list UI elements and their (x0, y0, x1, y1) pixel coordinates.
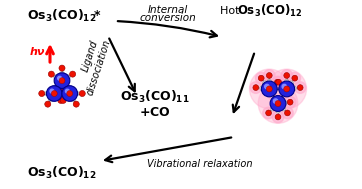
Circle shape (272, 111, 284, 123)
Circle shape (63, 87, 68, 92)
Circle shape (59, 78, 65, 84)
Circle shape (266, 110, 272, 116)
Circle shape (266, 86, 272, 92)
Circle shape (59, 71, 64, 77)
Text: $\mathbf{Os_3(CO)_{12}}$: $\mathbf{Os_3(CO)_{12}}$ (27, 165, 97, 181)
Circle shape (291, 86, 296, 91)
Text: $\mathbf{Os_3(CO)_{11}}$: $\mathbf{Os_3(CO)_{11}}$ (120, 89, 190, 105)
Circle shape (270, 96, 286, 112)
Circle shape (249, 69, 289, 109)
Circle shape (284, 96, 296, 108)
Circle shape (71, 97, 76, 102)
Text: $\mathbf{*}$: $\mathbf{*}$ (93, 8, 101, 20)
Circle shape (54, 73, 70, 88)
Circle shape (275, 108, 281, 113)
Text: hν: hν (29, 47, 45, 57)
Circle shape (59, 83, 64, 88)
Circle shape (59, 82, 66, 88)
Circle shape (273, 76, 285, 88)
Circle shape (284, 86, 290, 92)
Circle shape (271, 83, 276, 88)
Text: Hot: Hot (220, 6, 243, 16)
Text: dissociation: dissociation (85, 38, 112, 96)
Circle shape (276, 79, 282, 85)
Circle shape (282, 107, 293, 119)
Text: Internal: Internal (148, 5, 188, 15)
Circle shape (272, 76, 283, 88)
Circle shape (59, 65, 65, 71)
Circle shape (58, 76, 62, 80)
Circle shape (70, 71, 76, 77)
Circle shape (49, 71, 54, 77)
Circle shape (262, 81, 268, 86)
Circle shape (58, 97, 64, 103)
Text: $\mathbf{Os_3(CO)_{12}}$: $\mathbf{Os_3(CO)_{12}}$ (27, 8, 97, 24)
Circle shape (66, 89, 70, 93)
Circle shape (285, 110, 290, 116)
Circle shape (292, 75, 298, 81)
Circle shape (281, 70, 292, 81)
Text: $\mathbf{Os_3(CO)_{12}}$: $\mathbf{Os_3(CO)_{12}}$ (237, 3, 302, 19)
Circle shape (282, 100, 287, 105)
Circle shape (74, 91, 79, 96)
Circle shape (287, 99, 293, 105)
Circle shape (258, 75, 264, 81)
Circle shape (273, 99, 278, 103)
Circle shape (59, 82, 65, 88)
Circle shape (253, 85, 259, 91)
Circle shape (284, 79, 289, 84)
Circle shape (46, 86, 62, 101)
Circle shape (60, 97, 66, 103)
Circle shape (54, 75, 59, 80)
Circle shape (280, 83, 285, 88)
Circle shape (274, 79, 280, 85)
Circle shape (265, 84, 269, 89)
Text: $\mathbf{+CO}$: $\mathbf{+CO}$ (139, 105, 171, 119)
Circle shape (284, 73, 290, 78)
Circle shape (281, 106, 286, 111)
Circle shape (258, 84, 298, 123)
Circle shape (264, 70, 275, 81)
Circle shape (73, 101, 79, 107)
Circle shape (282, 84, 287, 89)
Circle shape (50, 89, 54, 93)
Circle shape (297, 85, 303, 91)
Circle shape (250, 82, 262, 93)
Circle shape (48, 97, 54, 102)
Circle shape (55, 94, 60, 100)
Circle shape (289, 72, 300, 84)
Circle shape (67, 91, 73, 96)
Circle shape (289, 81, 294, 86)
Text: conversion: conversion (140, 13, 196, 23)
Circle shape (62, 86, 77, 101)
Circle shape (59, 88, 65, 94)
Circle shape (270, 106, 275, 111)
Circle shape (64, 94, 69, 100)
Circle shape (79, 91, 85, 97)
Circle shape (267, 79, 272, 84)
Text: Vibrational relaxation: Vibrational relaxation (147, 159, 253, 169)
Circle shape (45, 91, 50, 96)
Circle shape (275, 101, 281, 107)
Circle shape (263, 107, 274, 119)
Circle shape (279, 81, 295, 97)
Circle shape (261, 81, 277, 97)
Circle shape (39, 91, 45, 97)
Text: Ligand: Ligand (80, 39, 100, 73)
Circle shape (294, 82, 306, 93)
Circle shape (51, 91, 57, 96)
Circle shape (275, 114, 281, 120)
Circle shape (267, 69, 307, 109)
Circle shape (65, 75, 70, 80)
Circle shape (256, 72, 267, 84)
Circle shape (260, 86, 265, 91)
Circle shape (56, 87, 61, 92)
Circle shape (266, 73, 272, 78)
Circle shape (45, 101, 51, 107)
